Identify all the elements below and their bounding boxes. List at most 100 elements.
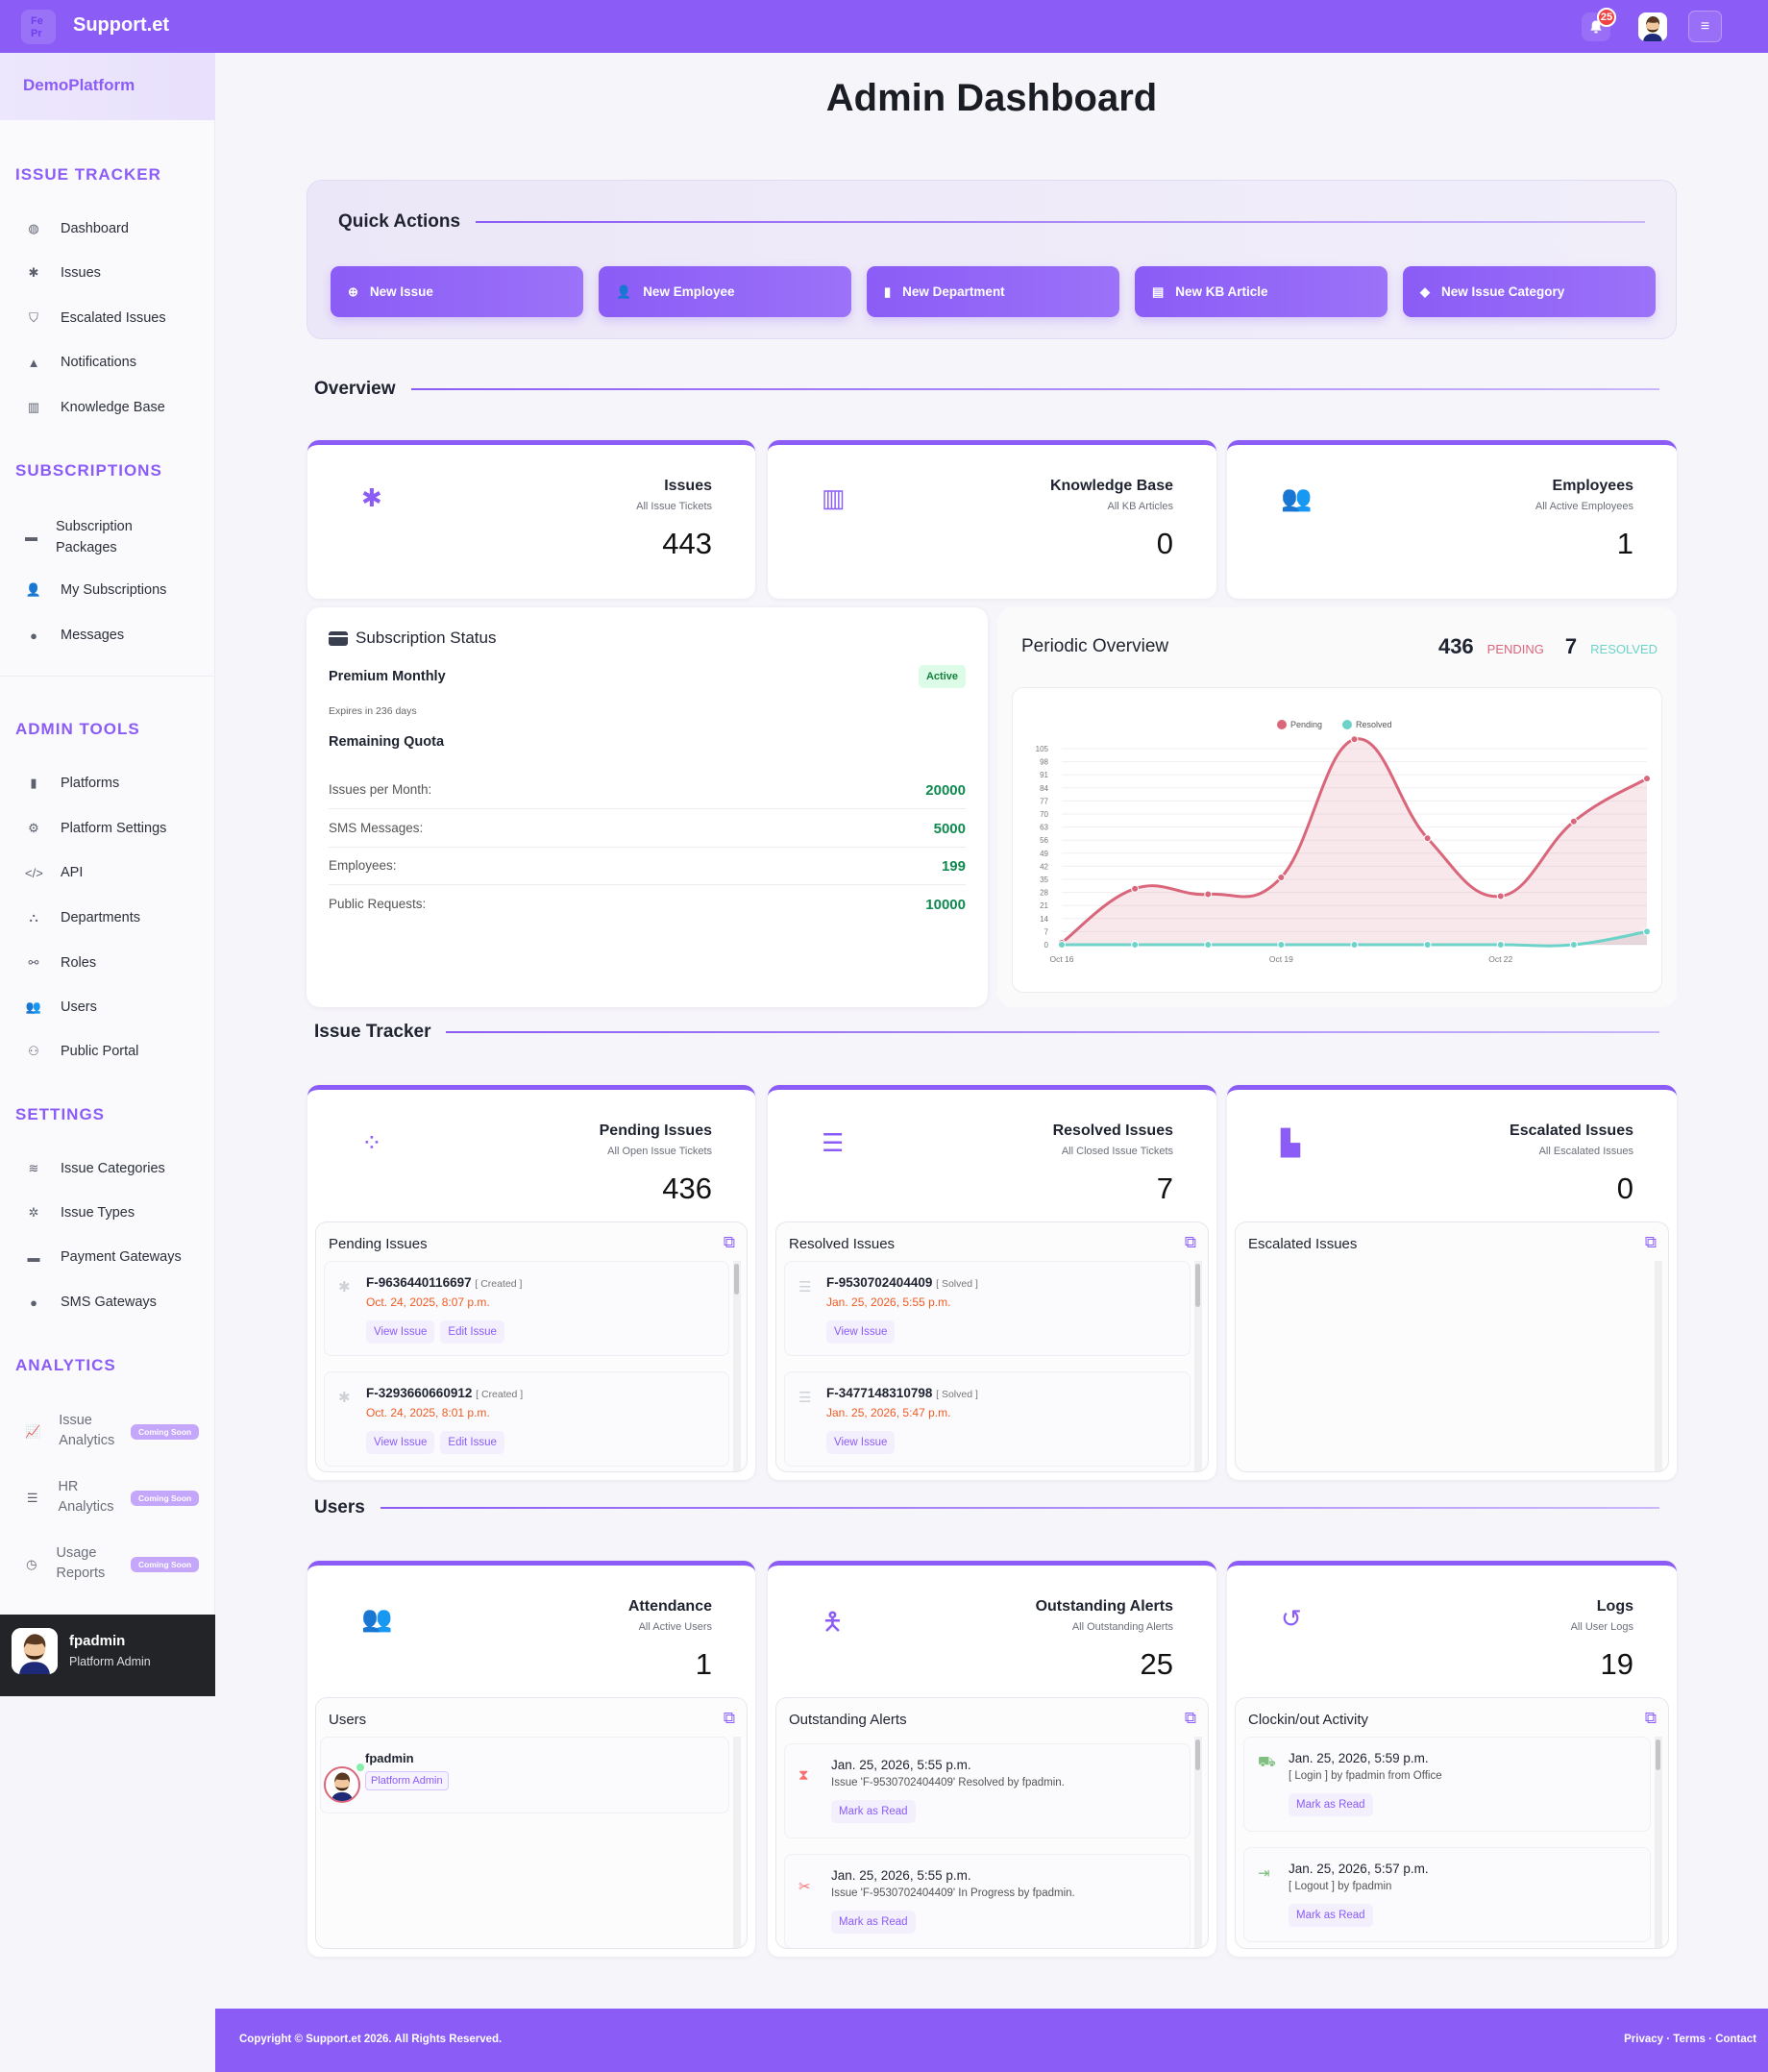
logo[interactable]: Fe Pr	[21, 10, 56, 44]
code-icon: </>	[25, 865, 43, 880]
view-issue-button[interactable]: View Issue	[366, 1320, 435, 1344]
new-employee-button[interactable]: 👤 New Employee	[599, 266, 851, 317]
scrollbar[interactable]	[1655, 1261, 1662, 1471]
stat-card-issues[interactable]: ✱ Issues All Issue Tickets 443	[307, 440, 755, 599]
mark-as-read-button[interactable]: Mark as Read	[1289, 1904, 1373, 1927]
stat-subtitle: All Closed Issue Tickets	[1061, 1146, 1173, 1157]
sidebar-item-issue-types[interactable]: ✲ Issue Types	[25, 1205, 208, 1221]
user-list-item[interactable]: fpadmin Platform Admin	[320, 1737, 729, 1813]
view-issue-button[interactable]: View Issue	[366, 1431, 435, 1454]
quota-label: SMS Messages:	[329, 821, 424, 835]
data-point-resolved	[1643, 927, 1651, 936]
heading-line	[380, 1507, 1659, 1509]
external-link-icon[interactable]: ⧉	[1644, 1233, 1657, 1251]
sidebar-item-departments[interactable]: ⛬ Departments	[25, 910, 208, 925]
scrollbar[interactable]	[733, 1261, 741, 1471]
heading-line	[446, 1031, 1659, 1033]
sidebar-item-label: Usage Reports	[56, 1545, 106, 1581]
sidebar-item-issue-analytics[interactable]: 📈 Issue Analytics	[25, 1411, 126, 1451]
scrollbar[interactable]	[1194, 1737, 1202, 1948]
sidebar-item-dashboard[interactable]: ◍ Dashboard	[25, 221, 208, 236]
sidebar-item-sms-gateways[interactable]: ● SMS Gateways	[25, 1295, 208, 1310]
sidebar-item-label: Issue Analytics	[59, 1413, 115, 1448]
card-icon: ▬	[27, 1249, 40, 1265]
sidebar-item-label: Issue Categories	[61, 1161, 165, 1176]
sidebar-item-hr-analytics[interactable]: ☰ HR Analytics	[25, 1477, 126, 1517]
scrollbar[interactable]	[733, 1737, 741, 1948]
coming-soon-badge: Coming Soon	[131, 1491, 200, 1506]
sidebar-item-my-subscriptions[interactable]: 👤 My Subscriptions	[25, 582, 208, 598]
quota-row: SMS Messages: 5000	[329, 821, 966, 848]
copyright: Copyright © Support.et 2026. All Rights …	[239, 2034, 503, 2045]
external-link-icon[interactable]: ⧉	[1644, 1709, 1657, 1727]
edit-issue-button[interactable]: Edit Issue	[440, 1320, 504, 1344]
sidebar-item-knowledge-base[interactable]: ▥ Knowledge Base	[25, 400, 208, 415]
button-label: New Employee	[643, 284, 735, 299]
sidebar-item-subscription-packages[interactable]: ▬ Subscription Packages	[25, 516, 150, 558]
y-tick-label: 49	[1040, 850, 1048, 858]
scrollbar[interactable]	[1655, 1737, 1662, 1948]
sidebar-item-escalated-issues[interactable]: ⛉ Escalated Issues	[25, 310, 208, 326]
stat-title: Issues	[664, 478, 712, 494]
issue-status: [ Solved ]	[936, 1389, 978, 1400]
sidebar-item-label: Escalated Issues	[61, 310, 166, 326]
periodic-title: Periodic Overview	[1021, 636, 1169, 656]
external-link-icon[interactable]: ⧉	[723, 1709, 735, 1727]
edit-issue-button[interactable]: Edit Issue	[440, 1431, 504, 1454]
data-point-resolved	[1350, 941, 1359, 949]
data-point-pending	[1423, 834, 1432, 843]
sidebar-item-public-portal[interactable]: ⚇ Public Portal	[25, 1044, 208, 1059]
mark-as-read-button[interactable]: Mark as Read	[1289, 1793, 1373, 1816]
sidebar-user-profile[interactable]: fpadmin Platform Admin	[0, 1615, 215, 1696]
new-issue-category-button[interactable]: ◆ New Issue Category	[1403, 266, 1656, 317]
contact-link[interactable]: Contact	[1715, 2034, 1756, 2045]
platform-name[interactable]: DemoPlatform	[0, 53, 215, 120]
external-link-icon[interactable]: ⧉	[723, 1233, 735, 1251]
outstanding-alerts-list: Outstanding Alerts ⧉ ⧗ Jan. 25, 2026, 5:…	[775, 1697, 1209, 1949]
external-link-icon[interactable]: ⧉	[1184, 1709, 1196, 1727]
sidebar-item-label: Departments	[61, 910, 141, 925]
stat-value: 1	[695, 1647, 712, 1681]
issue-status: [ Created ]	[475, 1278, 523, 1290]
mark-as-read-button[interactable]: Mark as Read	[831, 1911, 916, 1934]
sidebar-item-api[interactable]: </> API	[25, 865, 208, 880]
new-department-button[interactable]: ▮ New Department	[867, 266, 1119, 317]
sidebar-item-platform-settings[interactable]: ⚙ Platform Settings	[25, 821, 208, 836]
sidebar-item-payment-gateways[interactable]: ▬ Payment Gateways	[25, 1249, 208, 1265]
building-icon: ▮	[884, 284, 892, 299]
sidebar-item-users[interactable]: 👥 Users	[25, 999, 208, 1015]
stat-card-employees[interactable]: 👥 Employees All Active Employees 1	[1227, 440, 1677, 599]
scrollbar[interactable]	[1194, 1261, 1202, 1471]
sidebar-item-issue-categories[interactable]: ≋ Issue Categories	[25, 1161, 208, 1176]
heading-text: Subscription Status	[356, 629, 497, 647]
issue-list-item: ✱ F-9636440116697 [ Created ] Oct. 24, 2…	[324, 1261, 729, 1356]
privacy-link[interactable]: Privacy	[1624, 2034, 1664, 2045]
types-icon: ✲	[28, 1205, 39, 1220]
new-kb-article-button[interactable]: ▤ New KB Article	[1135, 266, 1387, 317]
user-avatar-button[interactable]	[1638, 12, 1667, 41]
activity-list-item: ⇥ Jan. 25, 2026, 5:57 p.m. [ Logout ] by…	[1243, 1847, 1651, 1942]
panel-title: Users	[329, 1712, 367, 1728]
activity-text: [ Logout ] by fpadmin	[1289, 1881, 1392, 1892]
layers-icon: ≋	[28, 1161, 39, 1175]
mark-as-read-button[interactable]: Mark as Read	[831, 1800, 916, 1823]
new-issue-button[interactable]: ⊕ New Issue	[331, 266, 583, 317]
external-link-icon[interactable]: ⧉	[1184, 1233, 1196, 1251]
sidebar-item-notifications[interactable]: ▲ Notifications	[25, 355, 208, 370]
terms-link[interactable]: Terms	[1673, 2034, 1706, 2045]
sidebar-item-roles[interactable]: ⚯ Roles	[25, 955, 208, 971]
sidebar-item-issues[interactable]: ✱ Issues	[25, 265, 208, 281]
stat-card-knowledge-base[interactable]: ▥ Knowledge Base All KB Articles 0	[768, 440, 1216, 599]
alert-list-item: ⧗ Jan. 25, 2026, 5:55 p.m. Issue 'F-9530…	[784, 1743, 1191, 1838]
sidebar-item-messages[interactable]: ● Messages	[25, 628, 208, 643]
menu-toggle-button[interactable]: ≡	[1688, 11, 1722, 42]
heading-text: Issue Tracker	[314, 1022, 431, 1042]
brand-name[interactable]: Support.et	[73, 14, 169, 36]
view-issue-button[interactable]: View Issue	[826, 1431, 896, 1454]
activity-text: [ Login ] by fpadmin from Office	[1289, 1770, 1442, 1782]
notification-count-badge: 25	[1597, 8, 1616, 27]
view-issue-button[interactable]: View Issue	[826, 1320, 896, 1344]
sidebar-item-platforms[interactable]: ▮ Platforms	[25, 776, 208, 791]
sidebar-item-usage-reports[interactable]: ◷ Usage Reports	[25, 1543, 126, 1584]
quota-row: Employees: 199	[329, 858, 966, 885]
